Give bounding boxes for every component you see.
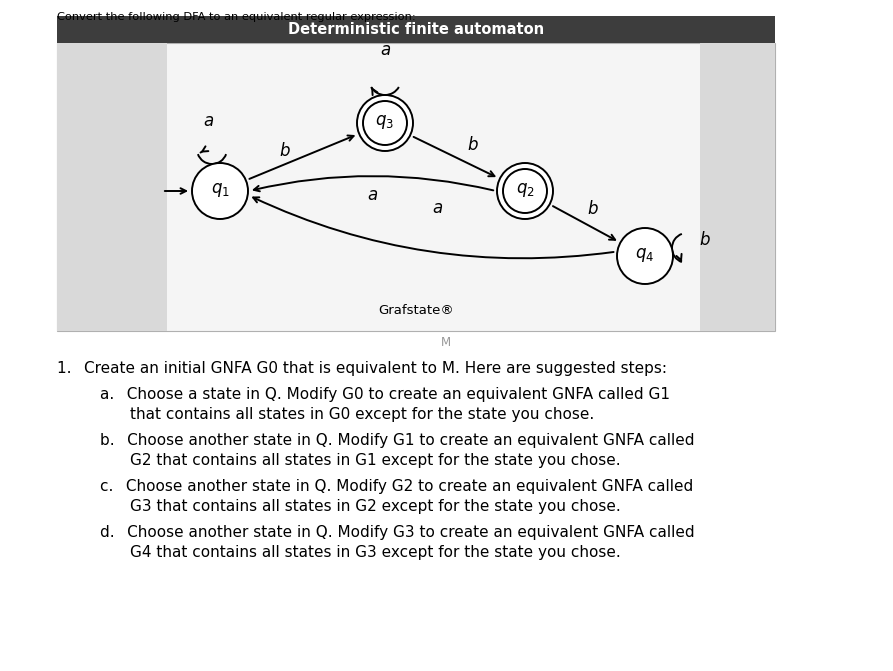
Text: b: b bbox=[588, 201, 598, 219]
Text: $q_{3}$: $q_{3}$ bbox=[375, 113, 395, 131]
Text: a: a bbox=[432, 199, 443, 217]
Circle shape bbox=[192, 163, 248, 219]
Text: b: b bbox=[468, 136, 479, 154]
Text: a: a bbox=[367, 187, 378, 204]
Circle shape bbox=[497, 163, 553, 219]
Text: d.  Choose another state in Q. Modify G3 to create an equivalent GNFA called: d. Choose another state in Q. Modify G3 … bbox=[100, 525, 695, 540]
Text: a.  Choose a state in Q. Modify G0 to create an equivalent GNFA called G1: a. Choose a state in Q. Modify G0 to cre… bbox=[100, 387, 670, 402]
Text: G4 that contains all states in G3 except for the state you chose.: G4 that contains all states in G3 except… bbox=[130, 545, 621, 560]
Text: $q_{2}$: $q_{2}$ bbox=[515, 181, 534, 199]
Bar bbox=[700, 43, 775, 331]
Text: $q_{1}$: $q_{1}$ bbox=[211, 181, 230, 199]
Text: Deterministic finite automaton: Deterministic finite automaton bbox=[288, 22, 544, 37]
Bar bbox=[57, 16, 775, 43]
Text: b: b bbox=[280, 142, 289, 160]
Text: G3 that contains all states in G2 except for the state you chose.: G3 that contains all states in G2 except… bbox=[130, 499, 621, 514]
Bar bbox=[57, 43, 167, 331]
Circle shape bbox=[357, 95, 413, 151]
Circle shape bbox=[617, 228, 673, 284]
Text: Convert the following DFA to an equivalent regular expression:: Convert the following DFA to an equivale… bbox=[57, 12, 416, 22]
Text: G2 that contains all states in G1 except for the state you chose.: G2 that contains all states in G1 except… bbox=[130, 453, 621, 468]
Text: M: M bbox=[441, 336, 451, 350]
Text: that contains all states in G0 except for the state you chose.: that contains all states in G0 except fo… bbox=[130, 407, 594, 422]
Text: b: b bbox=[700, 231, 710, 249]
Text: a: a bbox=[203, 112, 213, 130]
Text: b.  Choose another state in Q. Modify G1 to create an equivalent GNFA called: b. Choose another state in Q. Modify G1 … bbox=[100, 433, 695, 448]
Text: c.  Choose another state in Q. Modify G2 to create an equivalent GNFA called: c. Choose another state in Q. Modify G2 … bbox=[100, 479, 693, 494]
Bar bbox=[57, 43, 775, 331]
Text: Grafstate®: Grafstate® bbox=[378, 305, 454, 317]
Text: a: a bbox=[380, 41, 390, 59]
Text: $q_{4}$: $q_{4}$ bbox=[636, 246, 655, 264]
Text: 1.  Create an initial GNFA G0 that is equivalent to M. Here are suggested steps:: 1. Create an initial GNFA G0 that is equ… bbox=[57, 361, 667, 376]
